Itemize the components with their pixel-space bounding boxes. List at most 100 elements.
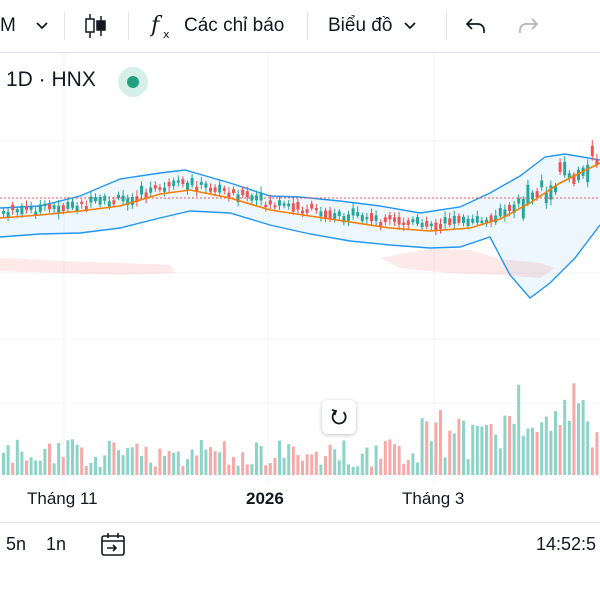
candle-body: [379, 222, 383, 226]
undo-button[interactable]: [464, 0, 488, 52]
candle-body: [222, 188, 226, 191]
volume-bar: [291, 446, 295, 475]
bottom-toolbar: [0, 522, 600, 601]
candle-body: [204, 183, 208, 188]
candle-body: [71, 201, 74, 208]
volume-bar: [43, 448, 47, 475]
volume-bar: [6, 445, 10, 475]
volume-bar: [356, 466, 360, 475]
volume-bar: [333, 449, 337, 475]
range-1n-button[interactable]: 1n: [46, 534, 67, 554]
moving-average-line: [0, 162, 600, 232]
layout-label: Biểu đồ: [328, 15, 393, 36]
volume-bar: [209, 447, 212, 475]
candle-body: [126, 198, 130, 206]
volume-bar: [439, 410, 442, 475]
toolbar-divider: [64, 12, 65, 40]
candle-body: [241, 189, 245, 195]
layout-menu-button[interactable]: Biểu đồ: [328, 0, 417, 52]
volume-bar: [379, 458, 383, 475]
volume-bar: [466, 459, 470, 475]
volume-bar: [190, 449, 194, 475]
candle-body: [112, 200, 116, 205]
volume-bar: [443, 457, 447, 475]
volume-bar: [117, 450, 120, 475]
volume-bar: [360, 453, 364, 475]
candle-body: [282, 203, 286, 206]
volume-bar: [494, 434, 498, 475]
candle-body: [199, 181, 203, 185]
market-status-dot[interactable]: [118, 67, 148, 97]
volume-bar: [296, 454, 300, 475]
volume-bar: [310, 454, 314, 475]
candle-body: [310, 203, 314, 209]
volume-bar: [181, 466, 185, 475]
candle-body: [209, 187, 212, 192]
candle-body: [264, 204, 268, 208]
interval-selector[interactable]: M: [0, 0, 48, 52]
candle-body: [121, 195, 125, 202]
candle-body: [452, 215, 456, 224]
candle-body: [485, 219, 488, 223]
candle-body: [117, 194, 120, 199]
volume-bar: [255, 442, 258, 475]
candle-body: [416, 216, 419, 224]
volume-bar: [554, 411, 557, 475]
volume-bar: [75, 444, 79, 475]
candle-body: [278, 200, 281, 206]
candle-body: [163, 187, 166, 192]
candle-body: [181, 179, 185, 185]
volume-bar: [508, 415, 511, 475]
toolbar-divider: [446, 12, 447, 40]
price-chart[interactable]: [0, 53, 600, 522]
time-axis-label: 2026: [246, 489, 284, 508]
candle-body: [448, 218, 452, 225]
volume-bar: [347, 464, 350, 475]
volume-bar: [535, 431, 539, 475]
candle-body: [577, 169, 580, 180]
candle-body: [480, 220, 484, 224]
volume-bar: [278, 440, 281, 475]
candle-body: [130, 196, 134, 206]
volume-bar: [163, 455, 166, 475]
chevron-down-icon: [404, 22, 417, 30]
candle-body: [365, 217, 369, 220]
go-to-date-button[interactable]: [100, 531, 128, 564]
volume-bar: [558, 425, 562, 475]
volume-bar: [457, 418, 461, 475]
indicators-button[interactable]: f x Các chỉ báo: [150, 0, 284, 52]
candle-body: [305, 209, 309, 213]
range-5n-button[interactable]: 5n: [6, 534, 27, 554]
redo-button[interactable]: [516, 0, 540, 52]
candle-body: [572, 174, 576, 185]
volume-bar: [140, 456, 143, 475]
volume-bar: [259, 445, 263, 475]
candle-body: [439, 223, 442, 229]
candle-body: [595, 159, 599, 165]
volume-bar: [485, 424, 488, 475]
candle-body: [103, 195, 107, 201]
candle-body: [567, 173, 571, 178]
symbol-legend[interactable]: 1D · HNX: [6, 68, 96, 91]
volume-bar: [301, 460, 304, 475]
candle-body: [347, 214, 350, 221]
volume-bar: [48, 443, 51, 475]
volume-bar: [462, 420, 465, 475]
volume-bar: [130, 447, 134, 475]
volume-bar: [411, 453, 415, 475]
chart-type-button[interactable]: [84, 0, 108, 52]
bollinger-upper-line: [0, 153, 600, 214]
volume-bar: [153, 466, 157, 475]
candle-body: [52, 205, 56, 210]
reset-chart-button[interactable]: [322, 400, 356, 434]
candle-body: [411, 219, 415, 223]
candle-body: [29, 206, 33, 210]
candle-body: [388, 215, 392, 220]
volume-bar: [268, 462, 272, 475]
candle-body: [61, 205, 65, 212]
volume-bar: [94, 457, 97, 475]
candle-body: [402, 222, 406, 225]
candle-body: [475, 216, 479, 223]
volume-bar: [397, 446, 401, 475]
candle-body: [356, 212, 360, 217]
